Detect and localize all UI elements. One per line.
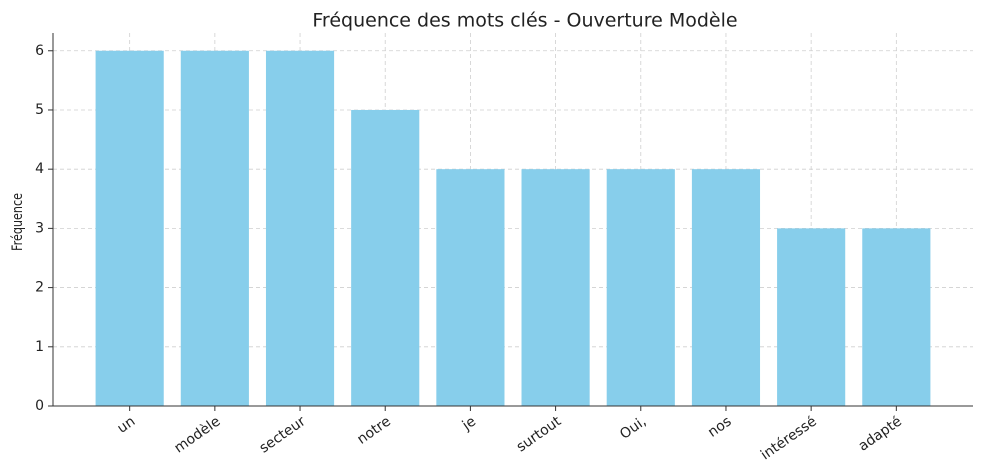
bar [777, 228, 846, 406]
y-tick-label: 4 [35, 161, 44, 177]
bar [521, 169, 590, 406]
x-tick-label: adapté [856, 413, 905, 454]
bar [95, 50, 164, 407]
x-tick-label: un [115, 413, 139, 436]
y-tick-label: 3 [35, 220, 44, 236]
bar [862, 228, 931, 406]
x-tick-label: intéressé [758, 413, 820, 460]
bar [180, 50, 249, 407]
y-tick-label: 6 [35, 43, 44, 59]
x-tick-label: Oui, [617, 413, 649, 442]
y-axis-label: Fréquence [9, 193, 26, 251]
y-tick-label: 5 [35, 102, 44, 118]
y-tick-label: 0 [35, 398, 44, 414]
x-tick-label: modèle [171, 413, 223, 456]
x-tick-label: notre [354, 413, 393, 447]
y-tick-label: 1 [35, 339, 44, 355]
x-tick-label: nos [705, 413, 734, 440]
y-tick-label: 2 [35, 280, 44, 296]
bar [606, 169, 675, 406]
x-tick-label: je [459, 413, 479, 434]
bar [351, 109, 420, 406]
x-tick-label: secteur [257, 413, 309, 456]
x-tick-label: surtout [514, 413, 565, 455]
bar [265, 50, 335, 407]
bar [436, 169, 505, 406]
bar [691, 169, 761, 406]
chart-title: Fréquence des mots clés - Ouverture Modè… [312, 10, 737, 32]
